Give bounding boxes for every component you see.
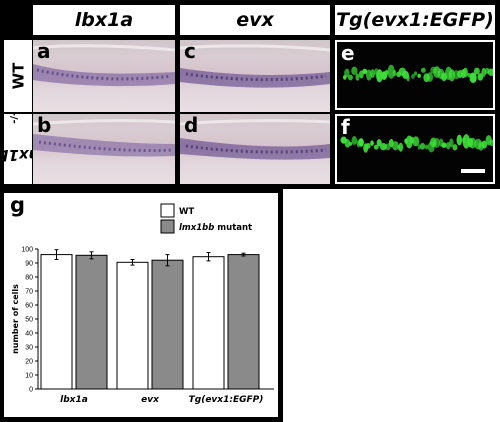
chart-panel-g: 0 10 20 30 40 50 60 70 80 90 100 number of cells lbx… bbox=[4, 193, 278, 417]
panel-letter-g: g bbox=[10, 193, 26, 217]
gfp-cell bbox=[355, 73, 360, 81]
gfp-cell bbox=[448, 69, 456, 82]
gfp-cell bbox=[417, 73, 421, 78]
gfp-cell bbox=[344, 68, 350, 78]
gfp-cell bbox=[351, 66, 358, 75]
gfp-cell bbox=[420, 67, 426, 73]
gfp-cell bbox=[449, 138, 454, 148]
y-tick-label: 40 bbox=[25, 331, 33, 338]
gfp-cell bbox=[487, 68, 493, 77]
gfp-cells-f bbox=[340, 134, 493, 153]
gfp-cell bbox=[406, 74, 410, 82]
stain-band-d bbox=[180, 119, 330, 160]
panel-letter-c: c bbox=[184, 40, 196, 63]
bar-mutant-0 bbox=[75, 254, 108, 390]
gfp-cell bbox=[348, 141, 353, 146]
x-category-label: lbx1a bbox=[60, 395, 88, 405]
gfp-cell bbox=[441, 142, 447, 148]
bar-wt-0 bbox=[40, 254, 73, 390]
y-tick-label: 80 bbox=[25, 275, 33, 282]
gfp-cell bbox=[370, 69, 376, 78]
gfp-cell bbox=[469, 72, 477, 84]
panel-d-image: d bbox=[180, 114, 330, 184]
y-tick-label: 50 bbox=[25, 317, 33, 324]
panel-letter-e: e bbox=[341, 41, 355, 65]
gfp-cell bbox=[452, 144, 458, 151]
gfp-cell bbox=[347, 74, 353, 81]
gfp-cell bbox=[392, 69, 397, 77]
legend-label: lmx1bb mutant bbox=[179, 223, 252, 233]
bar-mutant-1 bbox=[151, 259, 184, 390]
gfp-cell bbox=[469, 137, 477, 149]
gfp-cell bbox=[376, 139, 382, 147]
gfp-cell bbox=[481, 140, 488, 149]
y-tick-label: 20 bbox=[25, 359, 33, 366]
stain-band-c bbox=[180, 44, 330, 88]
panel-a-image: a bbox=[33, 40, 175, 112]
gfp-cell bbox=[370, 140, 374, 146]
panel-letter-d: d bbox=[184, 114, 199, 137]
gfp-cell bbox=[379, 143, 387, 151]
gfp-cell bbox=[376, 69, 383, 83]
gfp-cell bbox=[433, 137, 441, 148]
y-tick-label: 100 bbox=[21, 247, 33, 254]
panel-e-image: e bbox=[335, 40, 495, 110]
y-tick-label: 10 bbox=[25, 373, 33, 380]
y-tick-label: 30 bbox=[25, 345, 33, 352]
column-header-tg-evx1-egfp: Tg(evx1:EGFP) bbox=[335, 5, 495, 35]
row-header-lmx1bb: lmx1bb-/- bbox=[0, 112, 49, 184]
y-tick-label: 70 bbox=[25, 289, 33, 296]
column-header-evx: evx bbox=[180, 5, 330, 35]
panel-c-image: c bbox=[180, 40, 330, 112]
gfp-cells-e bbox=[343, 64, 493, 84]
panel-letter-f: f bbox=[341, 115, 350, 139]
gfp-cell bbox=[424, 144, 429, 150]
legend-label: WT bbox=[179, 207, 194, 217]
stain-band-a bbox=[33, 44, 175, 87]
gfp-cell bbox=[362, 68, 368, 74]
panel-f-image: f bbox=[335, 114, 495, 184]
gfp-cell bbox=[420, 142, 426, 150]
y-tick-label: 0 bbox=[29, 387, 33, 394]
gfp-cell bbox=[413, 71, 418, 76]
gfp-cell bbox=[365, 142, 371, 149]
gfp-cell bbox=[344, 139, 351, 148]
panel-b-image: b bbox=[33, 114, 175, 184]
gfp-cell bbox=[473, 67, 480, 75]
legend-swatch bbox=[160, 219, 175, 234]
x-category-label: evx bbox=[141, 395, 160, 405]
scale-bar bbox=[461, 169, 485, 173]
gfp-cell bbox=[398, 142, 404, 152]
stain-band-b bbox=[33, 119, 175, 157]
gfp-cell bbox=[489, 139, 493, 147]
gfp-cell bbox=[411, 73, 415, 79]
gfp-cell bbox=[358, 138, 364, 147]
gfp-cell bbox=[387, 64, 395, 79]
panel-letter-b: b bbox=[37, 114, 52, 137]
gfp-cell bbox=[351, 136, 358, 145]
gfp-cell bbox=[373, 144, 379, 150]
gfp-cell bbox=[412, 136, 420, 147]
column-header-lbx1a: lbx1a bbox=[33, 5, 175, 35]
row-header-wt: WT bbox=[4, 40, 32, 112]
legend-swatch bbox=[160, 203, 175, 218]
y-tick-label: 60 bbox=[25, 303, 33, 310]
x-category-label: Tg(evx1:EGFP) bbox=[189, 395, 264, 405]
gfp-cell bbox=[426, 72, 434, 82]
gfp-cell bbox=[456, 134, 463, 146]
panel-letter-a: a bbox=[37, 40, 51, 63]
bar-wt-2 bbox=[192, 256, 225, 390]
gfp-cell bbox=[462, 67, 468, 78]
bar-wt-1 bbox=[116, 261, 149, 390]
bar-mutant-2 bbox=[227, 254, 260, 390]
gfp-cell bbox=[392, 141, 399, 151]
y-axis-label: number of cells bbox=[11, 284, 20, 354]
y-tick-label: 90 bbox=[25, 261, 33, 268]
bar-chart: 0 10 20 30 40 50 60 70 80 90 100 number of cells lbx… bbox=[11, 203, 274, 405]
